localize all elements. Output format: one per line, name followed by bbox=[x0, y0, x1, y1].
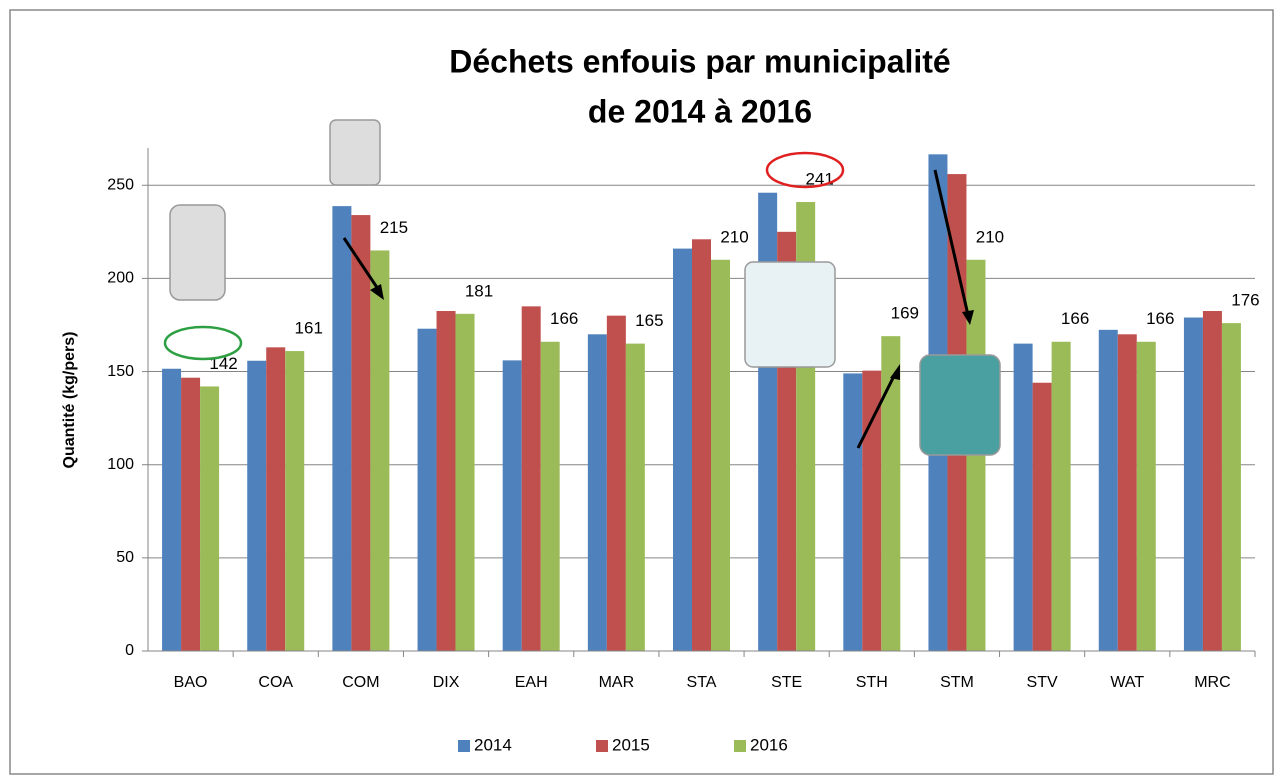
bar bbox=[1032, 382, 1052, 651]
annotations bbox=[163, 119, 1001, 456]
bar bbox=[247, 360, 267, 651]
bar bbox=[181, 377, 201, 651]
bar bbox=[881, 336, 901, 651]
bar bbox=[625, 343, 645, 651]
bin-icon bbox=[919, 354, 1001, 456]
bin-icon bbox=[169, 204, 226, 301]
bar bbox=[200, 386, 220, 651]
bar bbox=[1136, 341, 1156, 651]
bar bbox=[1221, 323, 1241, 651]
y-tick-label: 200 bbox=[107, 270, 134, 287]
arrow-head bbox=[370, 284, 384, 300]
bar bbox=[1202, 311, 1222, 651]
bar bbox=[711, 259, 730, 651]
data-label: 166 bbox=[1146, 309, 1174, 328]
y-tick-label: 100 bbox=[107, 456, 134, 473]
bar bbox=[332, 206, 352, 651]
bar bbox=[1183, 317, 1203, 651]
data-label: 181 bbox=[465, 281, 493, 300]
data-label: 166 bbox=[550, 309, 578, 328]
bar bbox=[606, 315, 626, 651]
bar bbox=[692, 239, 711, 651]
arrow bbox=[933, 169, 970, 316]
data-label: 161 bbox=[295, 319, 323, 338]
bar bbox=[162, 368, 182, 651]
clipart bbox=[169, 119, 1001, 456]
bin-icon bbox=[329, 119, 381, 186]
x-tick-label: STV bbox=[1027, 674, 1058, 691]
x-tick-label: DIX bbox=[433, 674, 460, 691]
arrow-head bbox=[890, 364, 900, 380]
bar bbox=[1117, 334, 1137, 651]
y-tick-label: 0 bbox=[125, 642, 134, 659]
x-tick-label: WAT bbox=[1110, 674, 1144, 691]
x-tick-label: BAO bbox=[174, 674, 208, 691]
bar bbox=[455, 313, 475, 651]
legend-label: 2015 bbox=[612, 735, 650, 754]
bar bbox=[673, 248, 692, 651]
bar bbox=[1051, 341, 1071, 651]
y-tick-label: 150 bbox=[107, 363, 134, 380]
data-label: 210 bbox=[720, 227, 748, 246]
x-tick-label: MRC bbox=[1194, 674, 1230, 691]
legend-swatch bbox=[596, 740, 608, 752]
arrow-head bbox=[962, 310, 974, 325]
highlight-ellipse bbox=[163, 325, 243, 361]
bar bbox=[540, 341, 560, 651]
chart-title: Déchets enfouis par municipalité bbox=[449, 43, 950, 79]
y-tick-label: 50 bbox=[116, 549, 134, 566]
bar bbox=[417, 328, 437, 651]
x-tick-label: EAH bbox=[515, 674, 548, 691]
x-tick-label: STA bbox=[687, 674, 717, 691]
highlight-ellipse bbox=[765, 151, 845, 189]
bar bbox=[351, 215, 371, 652]
bar bbox=[1098, 329, 1118, 651]
bar bbox=[436, 311, 456, 651]
x-tick-label: COM bbox=[342, 674, 379, 691]
legend-swatch bbox=[734, 740, 746, 752]
x-tick-label: STH bbox=[856, 674, 888, 691]
legend: 2014 2015 2016 bbox=[458, 735, 788, 754]
arrow bbox=[342, 237, 382, 293]
bar bbox=[862, 370, 882, 651]
bar bbox=[587, 334, 607, 651]
bar bbox=[502, 360, 522, 651]
bar bbox=[266, 347, 286, 651]
bar bbox=[370, 250, 390, 652]
bar bbox=[843, 373, 863, 651]
x-tick-label: STE bbox=[771, 674, 802, 691]
bar bbox=[1013, 343, 1033, 651]
bin-icon bbox=[744, 261, 836, 368]
arrow bbox=[856, 371, 898, 449]
data-label: 210 bbox=[976, 227, 1004, 246]
legend-label: 2016 bbox=[750, 735, 788, 754]
bar bbox=[285, 351, 305, 651]
legend-swatch bbox=[458, 740, 470, 752]
data-label: 176 bbox=[1231, 291, 1259, 310]
data-label: 165 bbox=[635, 311, 663, 330]
arrows bbox=[342, 169, 974, 449]
y-axis-label: Quantité (kg/pers) bbox=[61, 332, 78, 469]
x-tick-label: STM bbox=[940, 674, 974, 691]
data-label: 169 bbox=[891, 304, 919, 323]
bar bbox=[521, 306, 541, 651]
y-tick-label: 250 bbox=[107, 176, 134, 193]
data-label: 166 bbox=[1061, 309, 1089, 328]
chart-title: de 2014 à 2016 bbox=[588, 93, 812, 129]
data-label: 215 bbox=[380, 218, 408, 237]
legend-label: 2014 bbox=[474, 735, 512, 754]
x-tick-label: MAR bbox=[599, 674, 635, 691]
x-tick-label: COA bbox=[258, 674, 293, 691]
